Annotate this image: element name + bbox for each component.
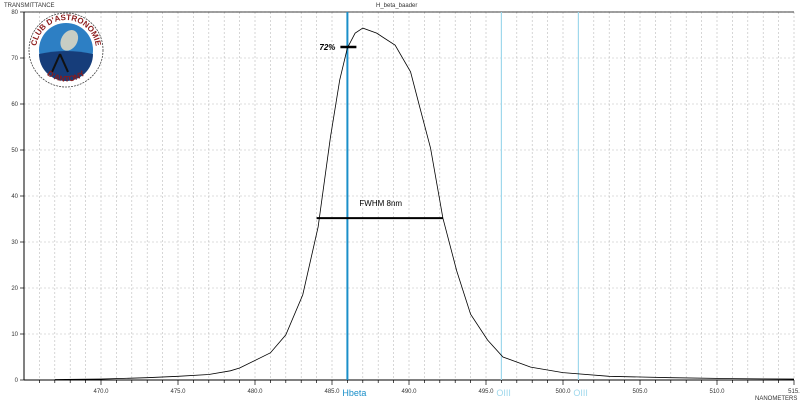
x-tick-label: 490.0 bbox=[401, 389, 417, 395]
fwhm-label: FWHM 8nm bbox=[359, 199, 402, 208]
x-tick-label: 475.0 bbox=[170, 389, 186, 395]
y-tick-label: 50 bbox=[11, 148, 18, 154]
transmittance-curve bbox=[54, 27, 795, 380]
x-tick-label: 480.0 bbox=[247, 389, 263, 395]
x-tick-label: 470.0 bbox=[93, 389, 109, 395]
x-tick-label: 505.0 bbox=[632, 389, 648, 395]
y-tick-label: 60 bbox=[11, 102, 18, 108]
y-tick-label: 40 bbox=[11, 194, 18, 200]
y-tick-label: 70 bbox=[11, 56, 18, 62]
y-tick-label: 0 bbox=[15, 378, 19, 384]
y-tick-label: 10 bbox=[11, 332, 18, 338]
x-tick-label: 510.0 bbox=[709, 389, 725, 395]
y-tick-label: 20 bbox=[11, 286, 18, 292]
annotations: 72% FWHM 8nm bbox=[316, 43, 443, 220]
svg-text:D'ANTONY: D'ANTONY bbox=[46, 69, 87, 84]
x-tick-label: 495.0 bbox=[478, 389, 494, 395]
reference-lines: Hbeta OIII OIII bbox=[342, 12, 588, 398]
club-logo: CLUB D'ASTRONOMIE D'ANTONY bbox=[28, 12, 104, 88]
x-tick-label: 500.0 bbox=[555, 389, 571, 395]
chart-title: H_beta_baader bbox=[376, 3, 417, 9]
axes: 0 10 20 30 40 50 60 70 80 470.0 475.0 480.0 485.0 490… bbox=[11, 10, 800, 395]
series bbox=[54, 27, 795, 380]
reference-label-oiii: OIII bbox=[496, 388, 511, 398]
grid bbox=[24, 11, 795, 380]
y-axis-label: TRANSMITTANCE bbox=[4, 3, 55, 9]
x-tick-label: 485.0 bbox=[324, 389, 340, 395]
y-tick-label: 30 bbox=[11, 240, 18, 246]
y-tick-label: 80 bbox=[11, 10, 18, 16]
reference-label-hbeta: Hbeta bbox=[342, 388, 366, 398]
peak-label: 72% bbox=[319, 43, 335, 52]
reference-label-oiii: OIII bbox=[573, 388, 588, 398]
x-tick-label: 515. bbox=[788, 389, 800, 395]
x-axis-label: NANOMETERS bbox=[755, 396, 797, 402]
